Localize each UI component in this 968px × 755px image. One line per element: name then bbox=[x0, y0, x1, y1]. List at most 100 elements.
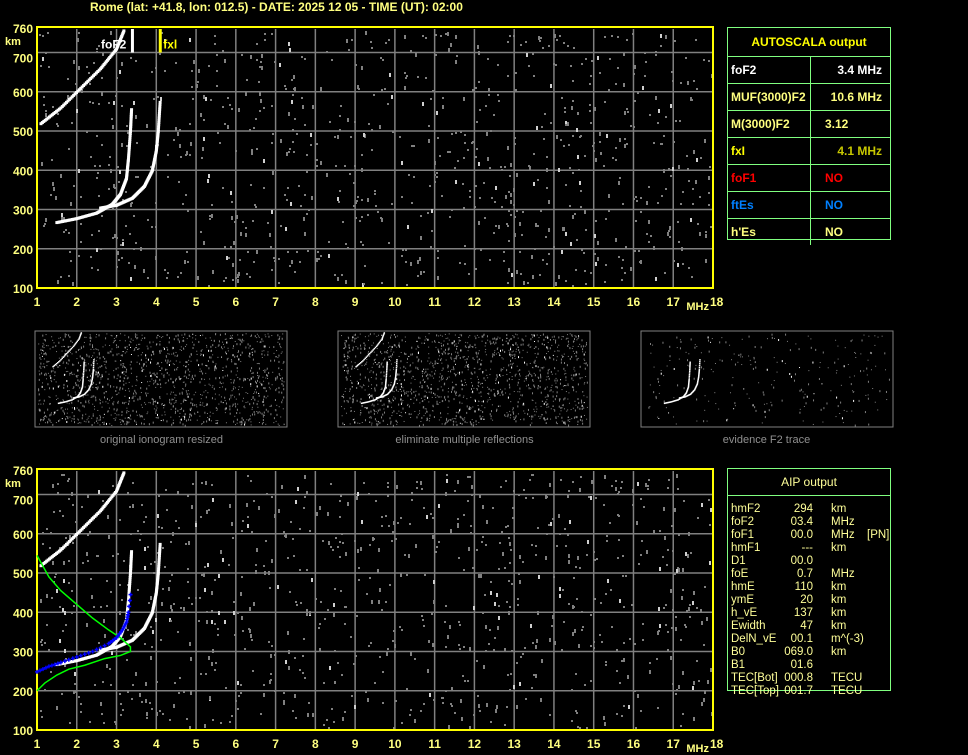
thumbnail-noise bbox=[172, 391, 174, 393]
noise-echo bbox=[593, 150, 595, 152]
thumbnail-noise bbox=[487, 339, 489, 341]
thumbnail-noise bbox=[92, 355, 94, 357]
noise-echo bbox=[538, 36, 540, 40]
thumbnail-noise bbox=[39, 365, 41, 368]
thumbnail-noise bbox=[128, 343, 130, 346]
thumbnail-noise bbox=[359, 385, 361, 387]
thumbnail-noise bbox=[91, 395, 93, 398]
thumbnail-trace bbox=[72, 345, 75, 348]
noise-echo bbox=[64, 649, 66, 653]
noise-echo bbox=[247, 524, 249, 528]
noise-echo bbox=[554, 34, 556, 38]
noise-echo bbox=[594, 253, 596, 255]
thumbnail-noise bbox=[254, 335, 256, 338]
thumbnail-noise bbox=[381, 387, 383, 390]
noise-echo bbox=[627, 111, 629, 113]
aip-fit-point bbox=[52, 662, 57, 667]
thumbnail-noise bbox=[109, 423, 111, 425]
noise-echo bbox=[391, 540, 393, 542]
thumbnail-noise bbox=[376, 348, 378, 350]
thumbnail-noise bbox=[145, 354, 147, 357]
thumbnail-noise bbox=[116, 353, 118, 356]
thumbnail-noise bbox=[555, 416, 557, 418]
noise-echo bbox=[344, 623, 346, 625]
thumbnail-noise bbox=[264, 369, 266, 371]
thumbnail-noise bbox=[172, 347, 174, 350]
noise-echo bbox=[367, 214, 369, 216]
noise-echo bbox=[178, 527, 180, 529]
thumbnail-noise bbox=[42, 366, 44, 368]
thumbnail-noise bbox=[189, 408, 191, 411]
noise-echo bbox=[256, 43, 258, 45]
thumbnail-noise bbox=[410, 353, 412, 356]
thumbnail-noise bbox=[153, 372, 155, 375]
thumbnail-noise bbox=[155, 409, 157, 412]
noise-echo bbox=[568, 603, 570, 605]
noise-echo bbox=[56, 589, 58, 593]
thumbnail-noise bbox=[421, 400, 423, 402]
thumbnail-noise bbox=[124, 423, 126, 425]
thumbnail-noise bbox=[124, 395, 126, 397]
noise-echo bbox=[98, 103, 100, 105]
noise-echo bbox=[295, 500, 297, 504]
noise-echo bbox=[642, 86, 644, 90]
noise-echo bbox=[318, 627, 320, 629]
noise-echo bbox=[508, 611, 510, 615]
thumbnail-noise bbox=[495, 409, 497, 412]
thumbnail-noise bbox=[237, 338, 239, 340]
thumbnail-noise bbox=[121, 410, 123, 413]
noise-echo bbox=[328, 254, 330, 258]
thumbnail-noise bbox=[419, 337, 421, 339]
trace-point bbox=[157, 558, 161, 562]
noise-echo bbox=[392, 640, 394, 642]
noise-echo bbox=[260, 713, 262, 715]
noise-echo bbox=[356, 200, 358, 202]
thumbnail-noise bbox=[258, 363, 260, 365]
noise-echo bbox=[50, 671, 52, 673]
thumbnail-trace bbox=[79, 392, 82, 394]
thumbnail-noise bbox=[257, 406, 259, 408]
x-tick-label: 8 bbox=[312, 295, 319, 309]
noise-echo bbox=[283, 703, 285, 705]
thumbnail-noise bbox=[406, 362, 408, 364]
thumbnail-noise bbox=[517, 401, 519, 404]
noise-echo bbox=[519, 251, 521, 253]
thumbnail-noise bbox=[190, 414, 192, 417]
thumbnail-noise bbox=[239, 421, 241, 424]
thumbnail-noise bbox=[64, 374, 66, 376]
thumbnail-noise bbox=[346, 378, 348, 381]
noise-echo bbox=[518, 494, 520, 496]
thumbnail-noise bbox=[185, 365, 187, 367]
thumbnail-noise bbox=[280, 378, 282, 380]
thumbnail-noise bbox=[89, 388, 91, 391]
noise-echo bbox=[146, 717, 148, 719]
thumbnail-noise bbox=[462, 417, 464, 420]
noise-echo bbox=[290, 521, 292, 523]
noise-echo bbox=[437, 250, 439, 252]
thumbnail-noise bbox=[432, 410, 434, 412]
noise-echo bbox=[449, 151, 451, 153]
noise-echo bbox=[265, 540, 267, 542]
thumbnail-noise bbox=[86, 376, 88, 378]
noise-echo bbox=[427, 212, 429, 214]
thumbnail-noise bbox=[183, 347, 185, 350]
noise-echo bbox=[570, 242, 572, 246]
thumbnail-noise bbox=[486, 374, 488, 376]
thumbnail-noise bbox=[98, 352, 100, 355]
thumbnail-noise bbox=[270, 413, 272, 416]
thumbnail-noise bbox=[400, 402, 402, 405]
thumbnail-noise bbox=[161, 414, 163, 416]
noise-echo bbox=[191, 603, 193, 605]
thumbnail-noise bbox=[100, 376, 102, 378]
noise-echo bbox=[306, 569, 308, 571]
noise-echo bbox=[61, 217, 63, 221]
x-tick-label: 16 bbox=[627, 737, 641, 751]
thumbnail-trace bbox=[68, 400, 70, 402]
noise-echo bbox=[458, 621, 460, 623]
noise-echo bbox=[224, 246, 226, 248]
thumbnail-noise bbox=[159, 340, 161, 342]
thumbnail-noise bbox=[38, 388, 40, 391]
thumbnail-noise bbox=[376, 354, 378, 357]
thumbnail-noise bbox=[488, 388, 490, 390]
noise-echo bbox=[675, 693, 677, 695]
